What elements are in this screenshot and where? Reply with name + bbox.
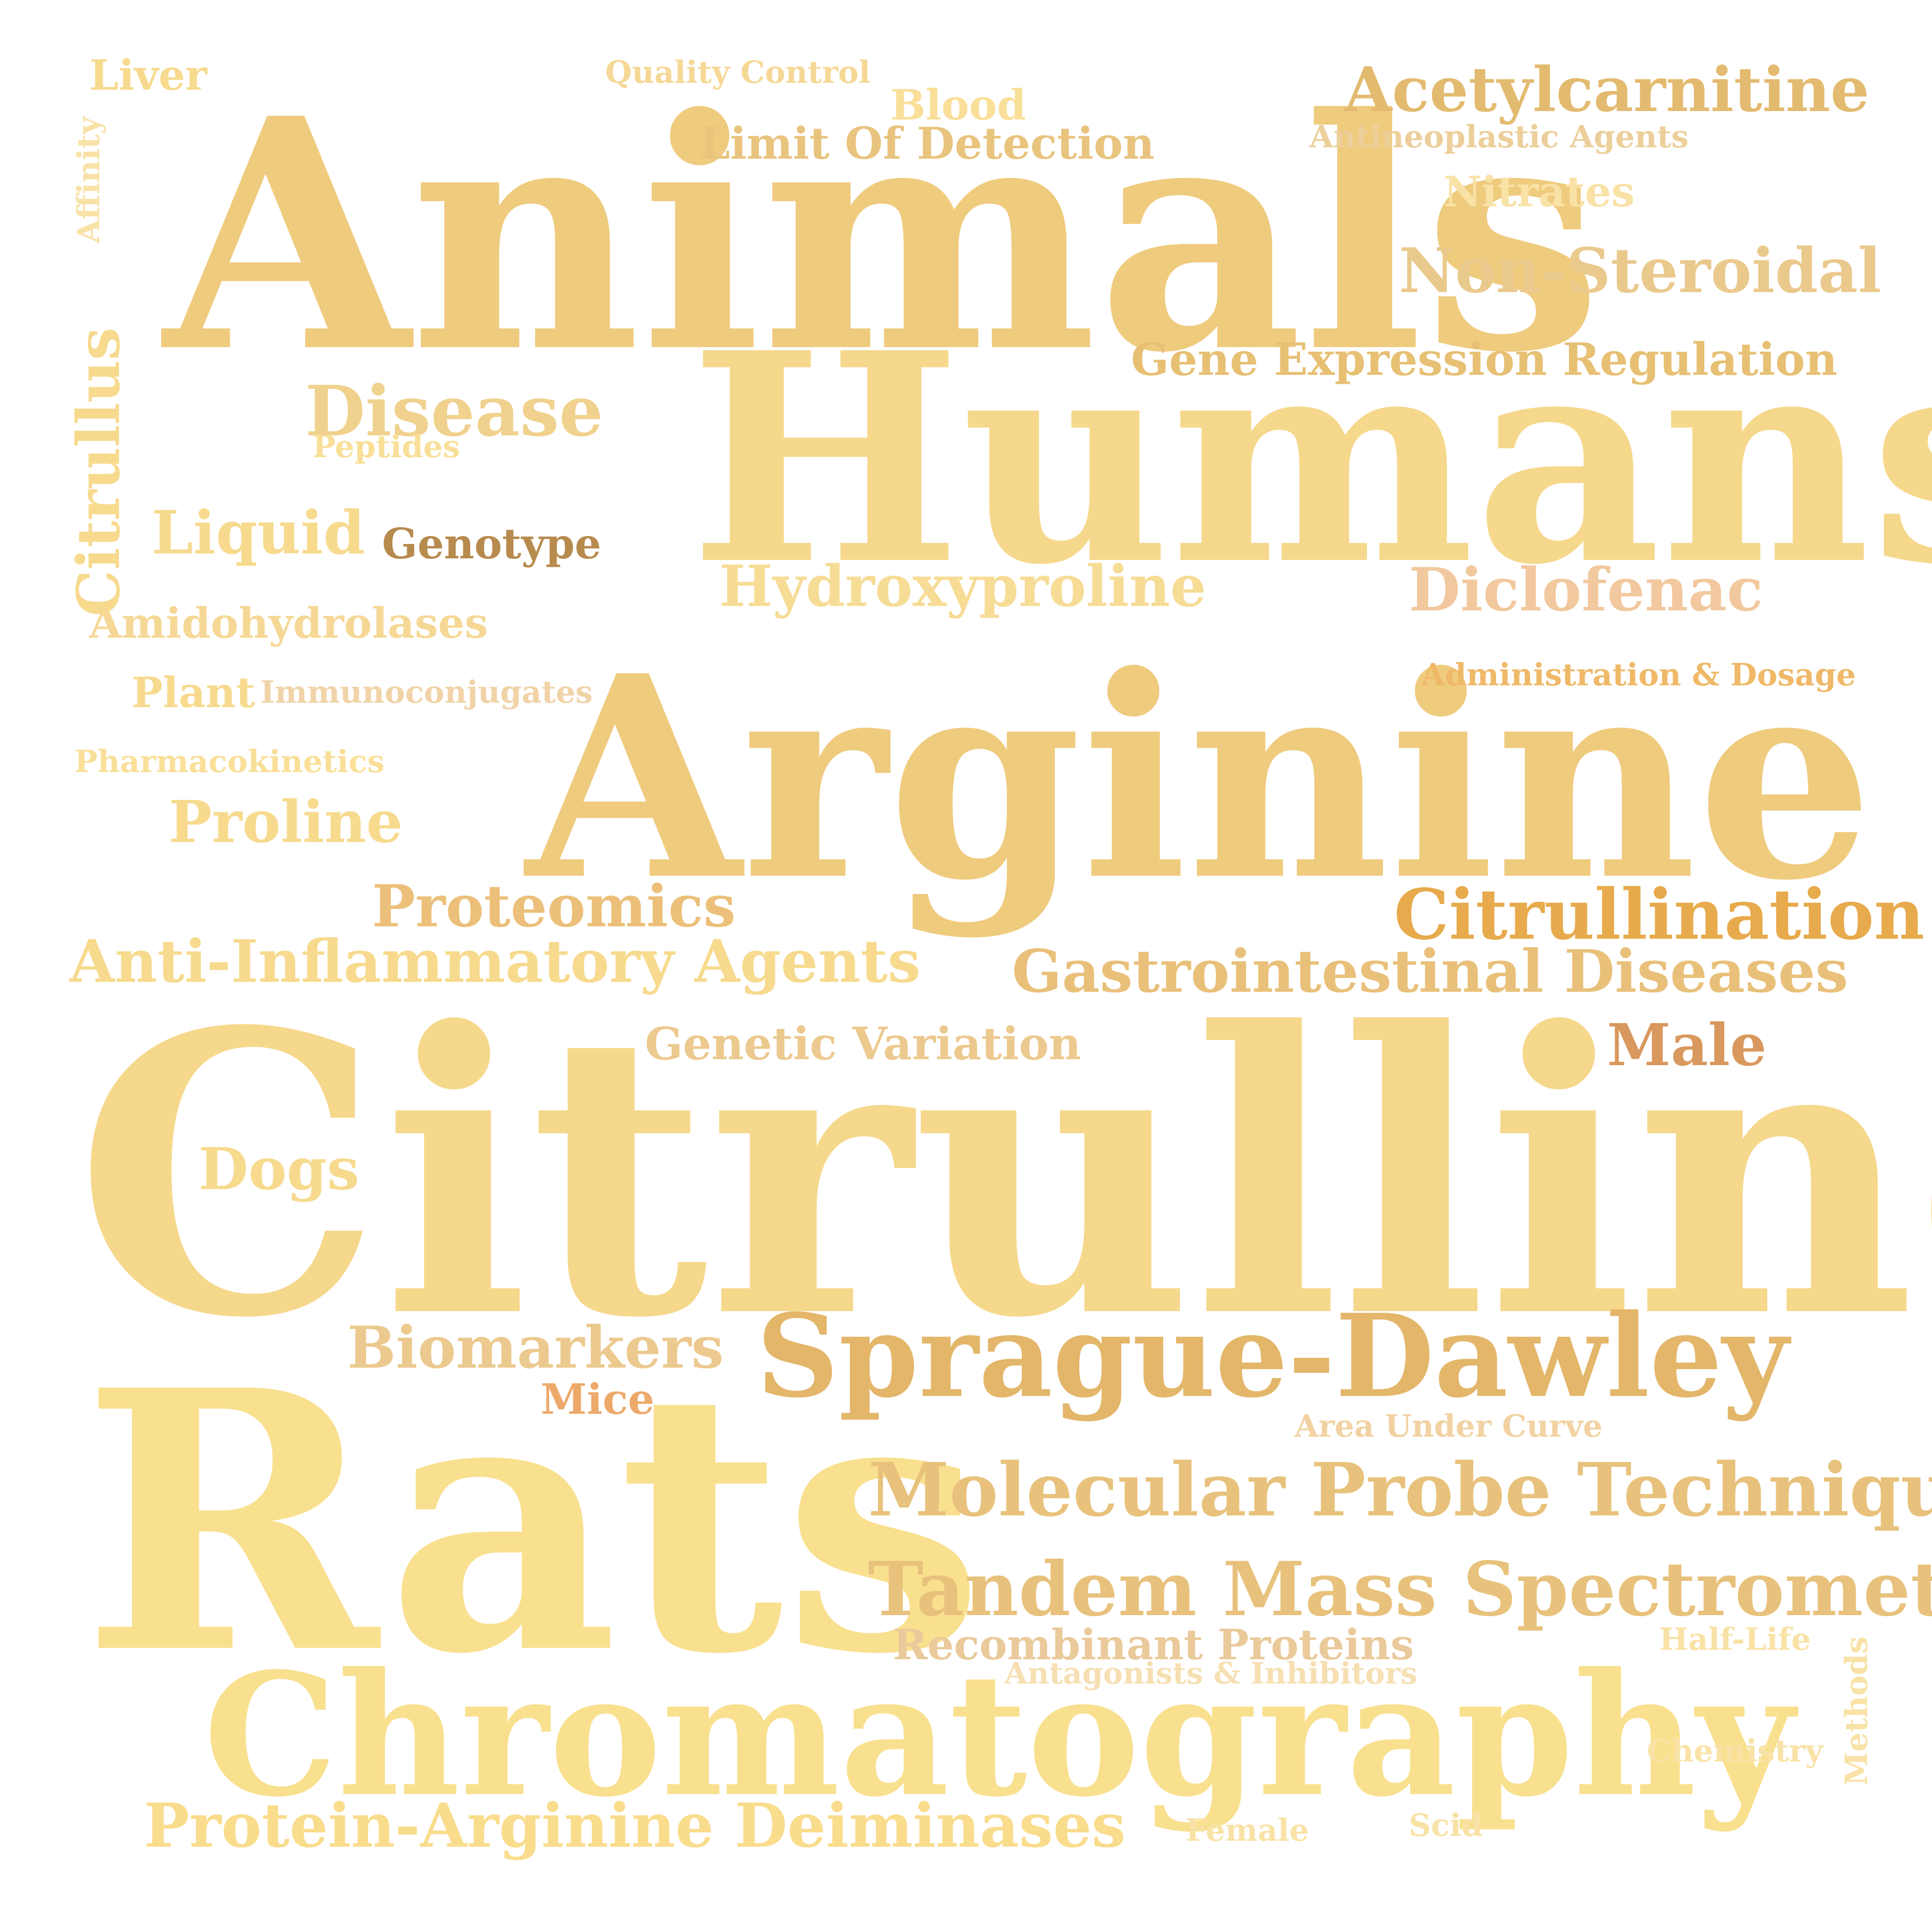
word-animals: Animals — [164, 49, 1603, 422]
word-dogs: Dogs — [198, 1136, 360, 1203]
word-immunoconjugates: Immunoconjugates — [260, 674, 593, 710]
word-proline: Proline — [169, 788, 403, 856]
word-female: Female — [1185, 1812, 1309, 1848]
word-blood: Blood — [890, 80, 1026, 129]
word-acetylcarnitine: Acetylcarnitine — [1344, 54, 1870, 126]
word-non-steroidal: Non-Steroidal — [1399, 235, 1881, 307]
word-tandem-mass-spectrometry: Tandem Mass Spectrometry — [868, 1546, 1932, 1633]
word-citrullination: Citrullination — [1394, 874, 1925, 956]
word-anti-inflammatory-agents: Anti-Inflammatory Agents — [69, 927, 921, 996]
word-sprague-dawley: Sprague-Dawley — [756, 1289, 1789, 1423]
word-arginine: Arginine — [526, 615, 1874, 942]
word-liquid: Liquid — [151, 498, 365, 568]
word-pharmacokinetics: Pharmacokinetics — [74, 743, 385, 780]
word-administration-dosage: Administration & Dosage — [1421, 657, 1856, 693]
word-liver: Liver — [89, 51, 207, 100]
word-chromatography: Chromatography — [203, 1636, 1795, 1834]
word-genotype: Genotype — [382, 519, 602, 568]
word-gastrointestinal-diseases: Gastrointestinal Diseases — [1012, 937, 1849, 1006]
word-hydroxyproline: Hydroxyproline — [719, 553, 1206, 619]
word-humans: Humans — [689, 290, 1932, 628]
word-chemistry: Chemistry — [1647, 1733, 1823, 1769]
word-area-under-curve: Area Under Curve — [1295, 1408, 1603, 1444]
word-proteomics: Proteomics — [372, 873, 736, 940]
word-quality-control: Quality Control — [605, 54, 871, 90]
word-genetic-variation: Genetic Variation — [645, 1018, 1081, 1070]
word-protein-arginine-deiminases: Protein-Arginine Deiminases — [144, 1790, 1126, 1861]
word-amidohydrolases: Amidohydrolases — [89, 599, 488, 648]
word-biomarkers: Biomarkers — [347, 1314, 724, 1382]
word-recombinant-proteins: Recombinant Proteins — [893, 1620, 1414, 1669]
word-scid: Scid — [1409, 1807, 1483, 1843]
word-limit-of-detection: Limit Of Detection — [699, 118, 1155, 169]
word-plant: Plant — [131, 668, 255, 717]
word-disease: Disease — [305, 371, 604, 452]
word-antagonists-inhibitors: Antagonists & Inhibitors — [1004, 1656, 1418, 1691]
word-citrulline: Citrulline — [74, 948, 1932, 1402]
word-mice: Mice — [541, 1375, 655, 1424]
word-methods: Methods — [1838, 1636, 1874, 1786]
word-nitrates: Nitrates — [1443, 167, 1635, 216]
word-citrullus: Citrullus — [64, 327, 133, 617]
word-molecular-probe-techniques: Molecular Probe Techniques — [868, 1447, 1932, 1533]
word-half-life: Half-Life — [1659, 1621, 1811, 1657]
word-male: Male — [1607, 1012, 1767, 1079]
word-gene-expression-regulation: Gene Expression Regulation — [1131, 333, 1838, 386]
word-rats: Rats — [82, 1313, 985, 1732]
word-antineoplastic-agents: Antineoplastic Agents — [1309, 119, 1689, 155]
word-diclofenac: Diclofenac — [1409, 555, 1763, 625]
word-peptides: Peptides — [312, 428, 460, 465]
word-affinity: Affinity — [70, 117, 107, 243]
